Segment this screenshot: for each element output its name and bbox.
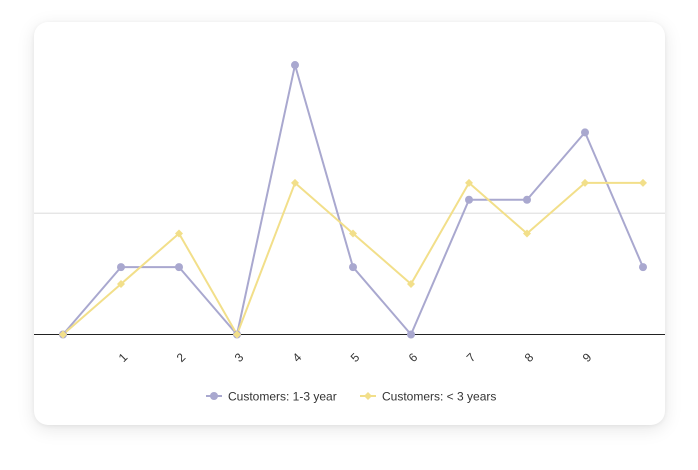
series-1-point (639, 263, 647, 272)
x-tick-label: 8 (522, 350, 537, 365)
series-2-point (523, 229, 531, 238)
series-lines (62, 64, 644, 336)
series-1-point (407, 330, 415, 339)
series-line-2 (62, 181, 643, 336)
series-2-point (465, 178, 473, 187)
series-1-point (465, 195, 473, 204)
series-1-point (581, 128, 589, 137)
series-markers (59, 61, 647, 339)
legend-label-1[interactable]: Customers: 1-3 year (228, 390, 337, 404)
series-2-point (175, 229, 183, 238)
x-tick-label: 3 (232, 350, 247, 365)
series-2-point (233, 330, 241, 339)
series-1-point (291, 61, 299, 70)
series-2-point (117, 279, 125, 288)
x-tick-label: 6 (406, 350, 421, 365)
x-tick-label: 4 (290, 350, 305, 365)
x-tick-labels: 1 2 3 4 5 6 7 8 9 (116, 350, 595, 365)
x-tick-label: 5 (348, 350, 363, 365)
x-tick-label: 1 (116, 350, 131, 365)
series-2-point (349, 229, 357, 238)
series-1-point (349, 263, 357, 272)
legend-marker-1 (210, 392, 218, 400)
series-2-point (407, 279, 415, 288)
legend-label-2[interactable]: Customers: < 3 years (382, 390, 496, 404)
series-line-1 (62, 64, 644, 336)
series-2-point (291, 178, 299, 187)
legend-marker-2 (364, 392, 372, 400)
series-2-point (581, 178, 589, 187)
x-tick-label: 9 (580, 350, 595, 365)
series-2-point (639, 178, 647, 187)
series-1-point (175, 263, 183, 272)
series-1-point (523, 195, 531, 204)
x-tick-label: 7 (464, 350, 479, 365)
series-1-point (117, 263, 125, 272)
x-tick-label: 2 (174, 350, 189, 365)
legend: Customers: 1-3 year Customers: < 3 years (206, 390, 496, 404)
series-2-point (59, 330, 67, 339)
